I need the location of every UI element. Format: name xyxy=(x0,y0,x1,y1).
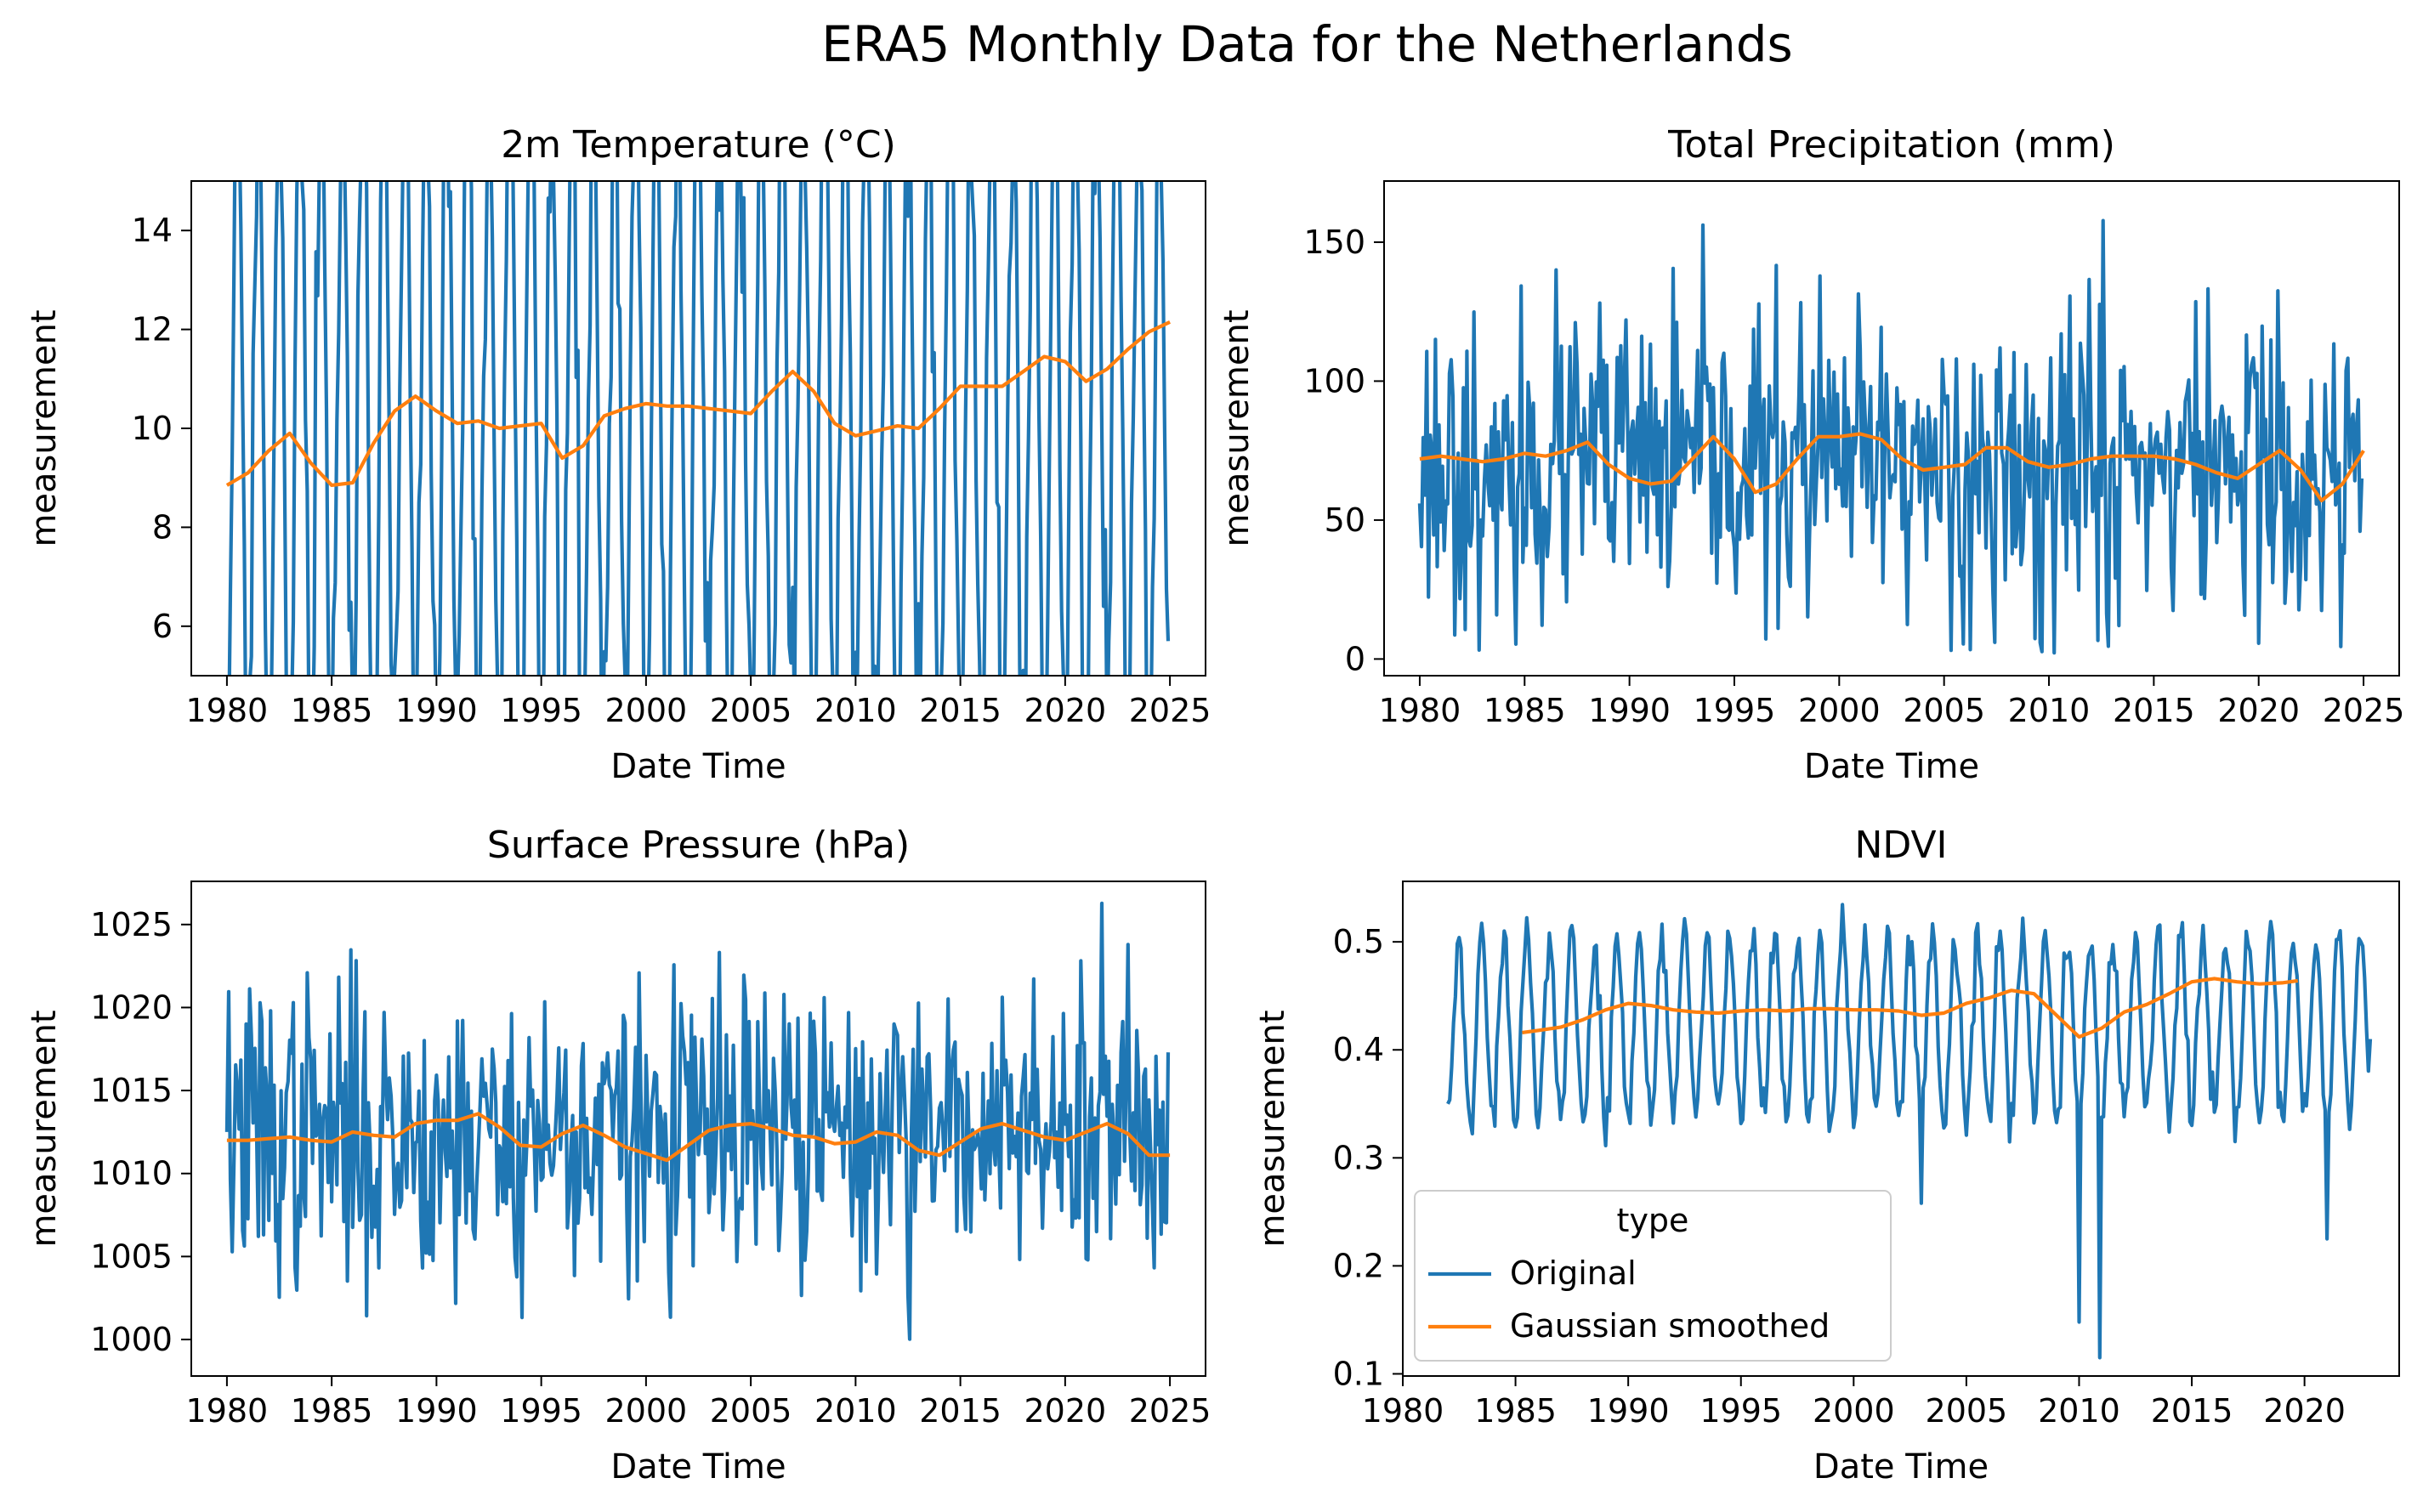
panel-surface-pressure: Surface Pressure (hPa) 1980 1985 1990 1995 20… xyxy=(25,824,1211,1487)
x-tick-label: 2005 xyxy=(1903,692,1985,729)
y-tick-label: 14 xyxy=(132,212,173,249)
x-tick-label: 2015 xyxy=(919,1392,1002,1430)
x-axis-label: Date Time xyxy=(610,1447,786,1487)
y-tick-label: 6 xyxy=(152,608,173,645)
plot-frame xyxy=(190,881,1206,1377)
x-tick-label: 2015 xyxy=(2113,692,2195,729)
y-tick-label: 0.3 xyxy=(1333,1139,1384,1176)
x-tick-label: 2010 xyxy=(2008,692,2091,729)
y-tick-label: 1025 xyxy=(90,906,173,943)
plot-frame xyxy=(190,180,1206,677)
series-line-original xyxy=(227,181,1171,676)
x-tick-label: 2000 xyxy=(1798,692,1881,729)
figure-title: ERA5 Monthly Data for the Netherlands xyxy=(821,15,1793,73)
x-tick-label: 1985 xyxy=(291,1392,373,1430)
y-tick-label: 0.4 xyxy=(1333,1031,1384,1068)
x-tick-label: 2025 xyxy=(1129,692,1212,729)
legend-box xyxy=(1414,1190,1892,1362)
y-tick-label: 10 xyxy=(132,410,173,447)
series-line-gaussian-smoothed xyxy=(226,1112,1171,1163)
x-tick-label: 1995 xyxy=(1694,692,1776,729)
x-tick-label: 2000 xyxy=(605,1392,688,1430)
y-axis-label: measurement xyxy=(1217,309,1257,546)
x-tick-label: 1985 xyxy=(1474,1392,1557,1430)
x-tick-label: 2020 xyxy=(2217,692,2300,729)
series-line-original xyxy=(224,901,1171,1341)
x-tick-label: 1980 xyxy=(1362,1392,1444,1430)
x-tick-label: 1980 xyxy=(186,692,269,729)
plot-frame xyxy=(1402,881,2400,1377)
x-tick-label: 1990 xyxy=(1588,692,1671,729)
legend-entry: Gaussian smoothed xyxy=(1510,1307,1830,1345)
subplot-title: NDVI xyxy=(1854,824,1947,867)
panel-temperature: 2m Temperature (°C) 1980 1985 1990 1995 2000 2… xyxy=(25,123,1212,786)
y-tick-label: 0.2 xyxy=(1333,1247,1384,1284)
x-tick-label: 2015 xyxy=(2151,1392,2233,1430)
x-tick-label: 2000 xyxy=(1813,1392,1895,1430)
subplot-title: Total Precipitation (mm) xyxy=(1667,123,2115,167)
x-tick-label: 1995 xyxy=(500,692,582,729)
y-axis-label: measurement xyxy=(1253,1010,1292,1247)
x-tick-label: 1995 xyxy=(500,1392,582,1430)
x-tick-label: 1990 xyxy=(395,692,478,729)
y-tick-label: 1010 xyxy=(90,1155,173,1192)
subplot-title: 2m Temperature (°C) xyxy=(501,123,896,167)
y-tick-label: 100 xyxy=(1303,362,1365,399)
x-tick-label: 1990 xyxy=(1587,1392,1670,1430)
x-tick-label: 2005 xyxy=(1926,1392,2008,1430)
x-tick-label: 2005 xyxy=(710,692,792,729)
x-tick-label: 1985 xyxy=(1484,692,1566,729)
x-tick-label: 2010 xyxy=(2038,1392,2120,1430)
x-tick-label: 1980 xyxy=(186,1392,269,1430)
x-tick-label: 2025 xyxy=(2323,692,2405,729)
series-line-gaussian-smoothed xyxy=(1522,977,2298,1039)
y-tick-label: 150 xyxy=(1303,224,1365,261)
subplot-title: Surface Pressure (hPa) xyxy=(487,824,910,867)
series-line-original xyxy=(1417,218,2364,655)
y-tick-label: 8 xyxy=(152,508,173,546)
y-axis-label: measurement xyxy=(25,309,64,546)
x-tick-label: 2005 xyxy=(710,1392,792,1430)
legend-title: type xyxy=(1617,1202,1689,1239)
y-tick-label: 1020 xyxy=(90,988,173,1026)
y-tick-label: 0.1 xyxy=(1333,1355,1384,1392)
x-tick-label: 2010 xyxy=(814,692,897,729)
x-axis-label: Date Time xyxy=(1804,747,1979,786)
x-tick-label: 2020 xyxy=(1024,692,1106,729)
x-tick-label: 2025 xyxy=(1129,1392,1212,1430)
panel-precipitation: Total Precipitation (mm) 1980 1985 1990 1995… xyxy=(1217,123,2404,786)
x-tick-label: 2020 xyxy=(2263,1392,2346,1430)
legend-entry: Original xyxy=(1510,1254,1637,1292)
x-tick-label: 2020 xyxy=(1024,1392,1106,1430)
x-tick-label: 2000 xyxy=(605,692,688,729)
y-axis-label: measurement xyxy=(25,1010,64,1247)
x-tick-label: 2010 xyxy=(814,1392,897,1430)
series-line-original xyxy=(1446,903,2373,1360)
x-tick-label: 1985 xyxy=(291,692,373,729)
x-tick-label: 2015 xyxy=(919,692,1002,729)
y-tick-label: 1015 xyxy=(90,1072,173,1109)
y-tick-label: 12 xyxy=(132,311,173,348)
y-tick-label: 50 xyxy=(1325,501,1365,539)
plot-frame xyxy=(1383,180,2400,677)
x-tick-label: 1980 xyxy=(1379,692,1461,729)
series-line-gaussian-smoothed xyxy=(1419,432,2365,503)
x-tick-label: 1990 xyxy=(395,1392,478,1430)
x-axis-label: Date Time xyxy=(610,747,786,786)
y-tick-label: 1005 xyxy=(90,1237,173,1275)
y-tick-label: 0.5 xyxy=(1333,923,1384,960)
panel-ndvi: NDVI 1980 1985 1990 1995 2000 2005 2010 2015 2020… xyxy=(1253,824,2400,1487)
x-axis-label: Date Time xyxy=(1813,1447,1989,1487)
y-tick-label: 0 xyxy=(1345,640,1365,677)
y-tick-label: 1000 xyxy=(90,1321,173,1358)
series-line-gaussian-smoothed xyxy=(225,320,1171,487)
x-tick-label: 1995 xyxy=(1700,1392,1782,1430)
legend: type Original Gaussian smoothed xyxy=(1414,1190,1892,1362)
